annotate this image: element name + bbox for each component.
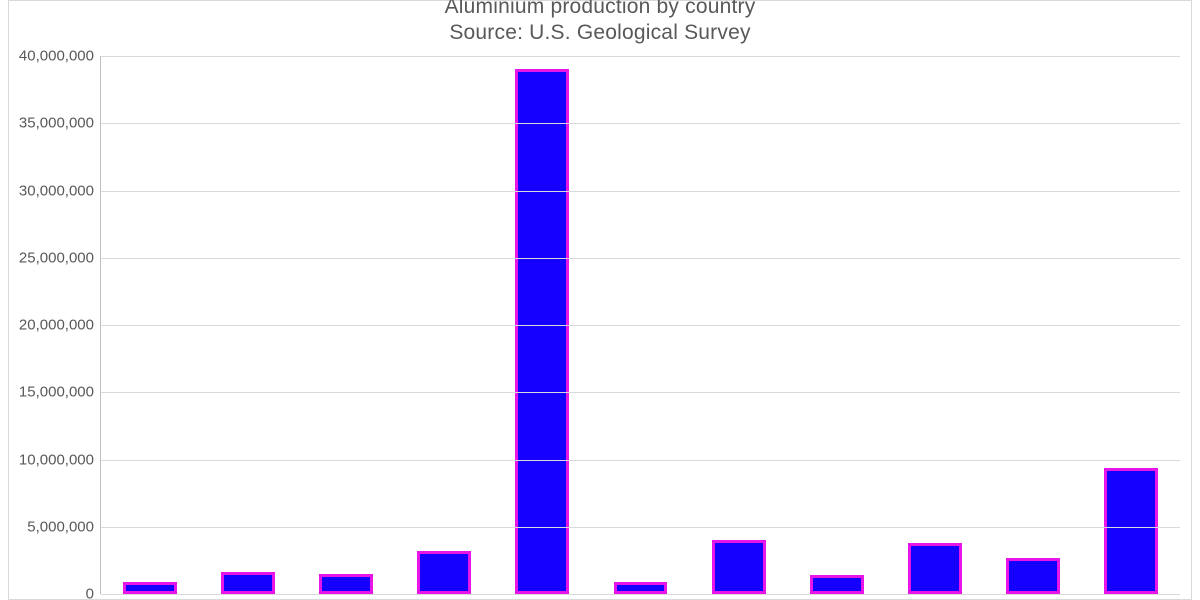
bar — [417, 551, 471, 594]
chart-title-line2: Source: U.S. Geological Survey — [0, 20, 1200, 46]
y-tick-label: 0 — [86, 586, 94, 600]
bar — [221, 572, 275, 594]
bar — [319, 574, 373, 594]
y-tick-label: 40,000,000 — [19, 48, 94, 65]
chart-title-line1: Aluminium production by country — [0, 0, 1200, 20]
gridline — [101, 594, 1180, 595]
gridline — [101, 527, 1180, 528]
bar — [810, 575, 864, 594]
bar — [712, 540, 766, 594]
gridline — [101, 460, 1180, 461]
y-tick-label: 20,000,000 — [19, 317, 94, 334]
bar — [1006, 558, 1060, 594]
y-tick-label: 30,000,000 — [19, 182, 94, 199]
bar — [515, 69, 569, 594]
plot-area — [100, 56, 1180, 594]
y-tick-label: 5,000,000 — [27, 518, 94, 535]
y-axis-labels: 05,000,00010,000,00015,000,00020,000,000… — [0, 56, 94, 594]
bar — [614, 582, 668, 594]
bar — [123, 582, 177, 594]
y-tick-label: 25,000,000 — [19, 249, 94, 266]
gridline — [101, 258, 1180, 259]
y-tick-label: 15,000,000 — [19, 384, 94, 401]
bar — [1104, 468, 1158, 594]
y-tick-label: 10,000,000 — [19, 451, 94, 468]
bar — [908, 543, 962, 594]
gridline — [101, 191, 1180, 192]
gridline — [101, 392, 1180, 393]
gridline — [101, 325, 1180, 326]
chart-title: Aluminium production by country Source: … — [0, 0, 1200, 47]
gridline — [101, 123, 1180, 124]
chart-container: Aluminium production by country Source: … — [0, 0, 1200, 600]
y-tick-label: 35,000,000 — [19, 115, 94, 132]
gridline — [101, 56, 1180, 57]
